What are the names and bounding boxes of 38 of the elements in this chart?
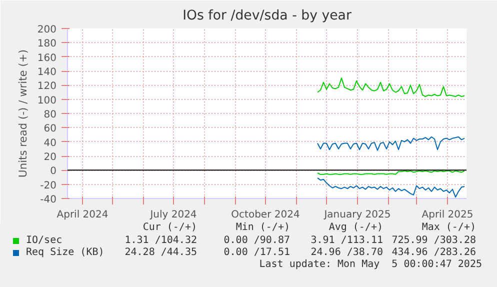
text: 3.91 /113.11: [310, 235, 383, 247]
text: Last update: Mon May 5 00:00:47 2025: [259, 259, 482, 271]
text: Avg (-/+): [328, 222, 383, 234]
y-tick-label: 140: [37, 67, 57, 78]
text: Max (-/+): [422, 222, 476, 234]
y-tick-label: -40: [40, 194, 57, 206]
text: Cur (-/+): [142, 222, 197, 234]
text: 24.96 /38.70: [310, 247, 383, 259]
text: 725.99 /303.28: [392, 235, 476, 247]
x-tick-label: July 2024: [149, 210, 197, 220]
text: 0.00 /90.87: [224, 235, 290, 247]
y-tick-label: 20: [44, 152, 57, 163]
x-tick-label: April 2024: [56, 210, 108, 220]
x-tick-label: April 2025: [422, 210, 474, 220]
y-tick-label: 120: [37, 81, 57, 92]
text: Min (-/+): [236, 222, 290, 234]
text: 1.31 /104.32: [124, 235, 197, 247]
chart-title: IOs for /dev/sda - by year: [182, 8, 352, 24]
y-tick-label: 200: [37, 24, 57, 36]
y-tick-label: 180: [37, 38, 57, 50]
text: 434.96 /283.26: [392, 247, 476, 259]
y-axis-title: Units read (-) / write (+): [16, 50, 30, 178]
y-tick-label: 40: [44, 138, 57, 149]
legend-label: Req Size (KB): [26, 247, 104, 259]
line-series: [317, 177, 465, 198]
x-tick-label: January 2025: [323, 210, 391, 220]
y-tick-label: 100: [37, 95, 57, 106]
y-tick-label: 60: [44, 124, 57, 135]
line-series: [317, 136, 465, 151]
y-tick-label: 80: [44, 110, 57, 120]
y-tick-label: 0: [50, 166, 57, 178]
y-tick-label: 160: [37, 52, 57, 64]
x-tick-label: October 2024: [231, 210, 300, 220]
text: 0.00 /17.51: [224, 247, 290, 259]
text: 24.28 /44.35: [124, 247, 197, 259]
line-series: [317, 78, 465, 97]
y-tick-label: -20: [40, 180, 57, 192]
legend-label: IO/sec: [26, 235, 62, 247]
